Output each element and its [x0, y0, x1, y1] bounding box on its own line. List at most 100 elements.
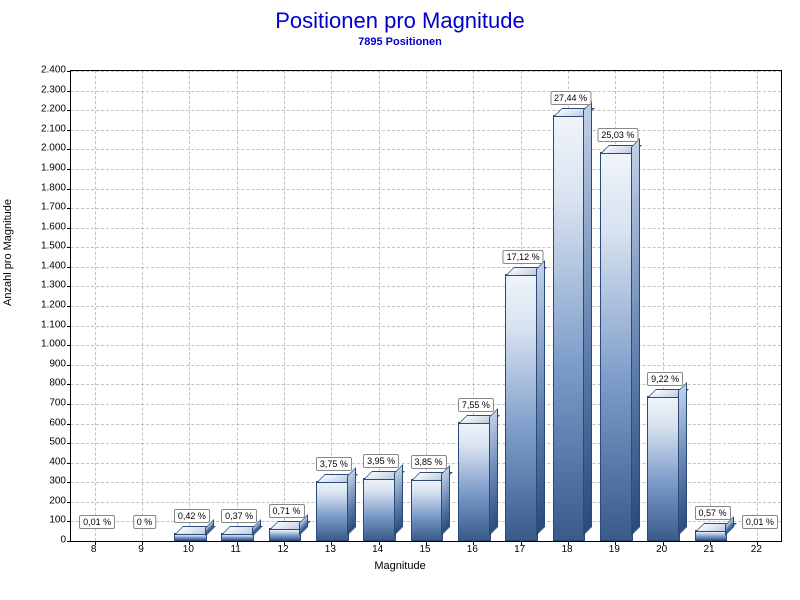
y-tick-mark: [67, 286, 71, 287]
x-tick-label: 21: [703, 544, 714, 555]
bar: [600, 154, 631, 541]
y-tick-label: 900: [26, 358, 66, 369]
bar-side: [678, 382, 687, 536]
y-tick-mark: [67, 482, 71, 483]
y-tick-label: 1.000: [26, 339, 66, 350]
y-tick-mark: [67, 71, 71, 72]
pct-label: 0,01 %: [742, 515, 778, 529]
y-tick-mark: [67, 463, 71, 464]
x-tick-label: 14: [372, 544, 383, 555]
x-tick-label: 15: [419, 544, 430, 555]
y-tick-label: 1.900: [26, 162, 66, 173]
grid-line-v: [710, 71, 711, 541]
bar: [695, 532, 726, 541]
y-tick-mark: [67, 189, 71, 190]
y-tick-label: 700: [26, 397, 66, 408]
bar-side: [536, 260, 545, 536]
chart-subtitle: 7895 Positionen: [0, 36, 800, 48]
bar: [363, 480, 394, 541]
chart-container: Positionen pro Magnitude 7895 Positionen…: [0, 0, 800, 600]
chart-title: Positionen pro Magnitude: [0, 0, 800, 34]
y-tick-label: 1.800: [26, 182, 66, 193]
y-tick-mark: [67, 384, 71, 385]
grid-line-v: [237, 71, 238, 541]
x-tick-label: 17: [514, 544, 525, 555]
pct-label: 0,37 %: [221, 509, 257, 523]
grid-line-v: [757, 71, 758, 541]
pct-label: 25,03 %: [597, 128, 638, 142]
bar-front: [505, 274, 538, 541]
y-tick-label: 800: [26, 378, 66, 389]
y-tick-mark: [67, 228, 71, 229]
pct-label: 27,44 %: [550, 91, 591, 105]
y-tick-label: 100: [26, 515, 66, 526]
y-tick-label: 2.200: [26, 104, 66, 115]
x-tick-label: 18: [561, 544, 572, 555]
bar: [505, 276, 536, 541]
y-tick-label: 1.100: [26, 319, 66, 330]
x-tick-label: 8: [91, 544, 97, 555]
y-tick-mark: [67, 345, 71, 346]
y-tick-label: 600: [26, 417, 66, 428]
y-tick-mark: [67, 365, 71, 366]
grid-line-v: [284, 71, 285, 541]
y-tick-label: 200: [26, 495, 66, 506]
y-tick-label: 1.400: [26, 260, 66, 271]
x-tick-label: 19: [609, 544, 620, 555]
y-tick-mark: [67, 502, 71, 503]
bar-front: [600, 152, 633, 541]
y-tick-mark: [67, 306, 71, 307]
x-tick-label: 12: [277, 544, 288, 555]
bar-side: [394, 464, 403, 536]
plot-area: [70, 70, 782, 542]
bar-side: [631, 138, 640, 536]
bar-side: [441, 465, 450, 536]
y-tick-label: 2.100: [26, 123, 66, 134]
bar-front: [411, 479, 444, 541]
y-tick-mark: [67, 91, 71, 92]
y-tick-mark: [67, 110, 71, 111]
x-tick-label: 13: [325, 544, 336, 555]
bar-side: [347, 467, 356, 536]
y-tick-mark: [67, 541, 71, 542]
y-tick-label: 1.600: [26, 221, 66, 232]
y-tick-label: 1.700: [26, 202, 66, 213]
y-tick-label: 0: [26, 535, 66, 546]
grid-line-v: [189, 71, 190, 541]
pct-label: 3,75 %: [316, 457, 352, 471]
grid-line-v: [95, 71, 96, 541]
bar-front: [553, 115, 586, 541]
x-tick-label: 20: [656, 544, 667, 555]
bar: [221, 535, 252, 541]
bar-front: [458, 422, 491, 541]
pct-label: 0,71 %: [268, 504, 304, 518]
pct-label: 0 %: [133, 515, 157, 529]
pct-label: 3,95 %: [363, 454, 399, 468]
y-tick-mark: [67, 169, 71, 170]
x-tick-label: 16: [467, 544, 478, 555]
y-tick-label: 2.400: [26, 65, 66, 76]
y-tick-label: 400: [26, 456, 66, 467]
y-tick-label: 1.200: [26, 300, 66, 311]
bar-side: [583, 101, 592, 536]
y-tick-mark: [67, 208, 71, 209]
pct-label: 0,01 %: [79, 515, 115, 529]
y-tick-mark: [67, 149, 71, 150]
x-axis-label: Magnitude: [374, 560, 425, 572]
bar: [411, 481, 442, 541]
y-tick-mark: [67, 521, 71, 522]
bar-side: [489, 408, 498, 536]
y-tick-label: 1.300: [26, 280, 66, 291]
pct-label: 3,85 %: [410, 455, 446, 469]
pct-label: 0,57 %: [694, 506, 730, 520]
y-tick-mark: [67, 443, 71, 444]
y-tick-label: 500: [26, 437, 66, 448]
grid-line-v: [426, 71, 427, 541]
pct-label: 9,22 %: [647, 372, 683, 386]
y-tick-label: 1.500: [26, 241, 66, 252]
x-tick-label: 9: [138, 544, 144, 555]
y-tick-mark: [67, 247, 71, 248]
pct-label: 0,42 %: [174, 509, 210, 523]
bar-front: [363, 478, 396, 541]
y-tick-mark: [67, 267, 71, 268]
